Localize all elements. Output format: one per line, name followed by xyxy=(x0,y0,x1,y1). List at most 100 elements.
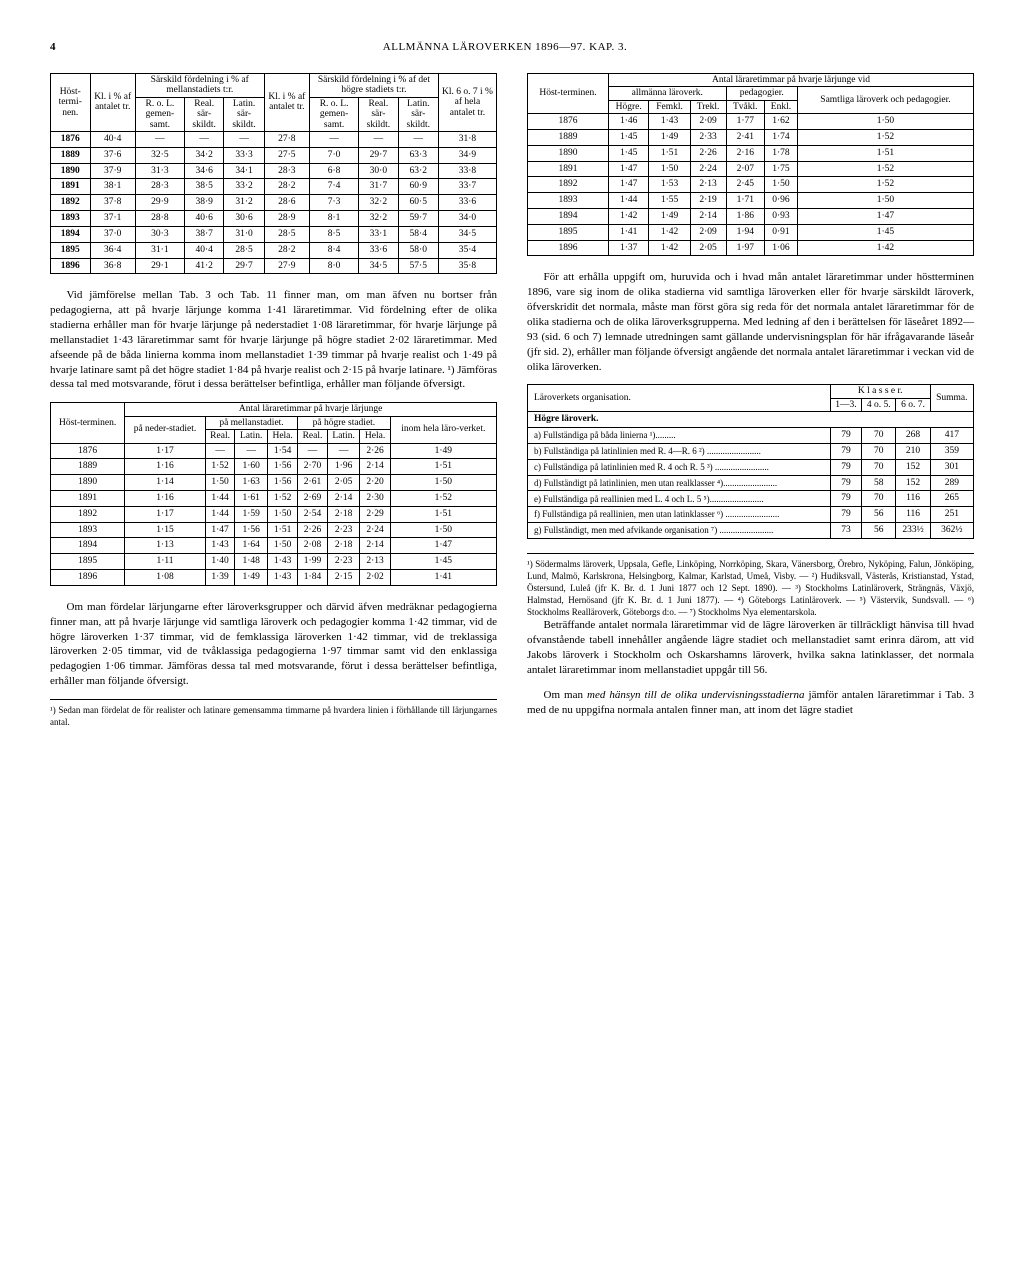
table-cell: 36·4 xyxy=(90,242,135,258)
t1-last: Kl. 6 o. 7 i % af hela antalet tr. xyxy=(438,73,496,131)
table-cell: 1·50 xyxy=(268,506,298,522)
table-cell: 1892 xyxy=(528,177,609,193)
table-cell: 37·9 xyxy=(90,163,135,179)
t4-section: Högre läroverk. xyxy=(528,412,974,428)
table-cell: 1896 xyxy=(528,240,609,256)
table-cell: 417 xyxy=(930,428,973,444)
table-cell: 1891 xyxy=(51,179,91,195)
table-cell: 2·23 xyxy=(327,522,360,538)
table-cell: 40·6 xyxy=(184,211,223,227)
table-cell: 7·3 xyxy=(310,195,359,211)
table-cell: 1889 xyxy=(51,459,125,475)
table-cell: 2·09 xyxy=(690,114,726,130)
table-cell: 2·18 xyxy=(327,538,360,554)
table-cell: f) Fullständiga på reallinien, men utan … xyxy=(528,507,831,523)
table-cell: c) Fullständiga på latinlinien med R. 4 … xyxy=(528,459,831,475)
table-cell: 2·54 xyxy=(298,506,328,522)
t3-g1a: Högre. xyxy=(608,100,648,113)
table-cell: 1·52 xyxy=(797,129,973,145)
table-cell: 58·0 xyxy=(398,242,438,258)
table-cell: 1895 xyxy=(51,554,125,570)
table-cell: 40·4 xyxy=(184,242,223,258)
table-cell: 35·8 xyxy=(438,258,496,274)
t3-g2a: Tvåkl. xyxy=(726,100,764,113)
table-cell: 56 xyxy=(862,522,896,538)
table-cell: 1·45 xyxy=(608,145,648,161)
table-cell: 29·7 xyxy=(359,147,398,163)
table-cell: 1895 xyxy=(528,224,609,240)
table-cell: 359 xyxy=(930,443,973,459)
table-cell: 32·5 xyxy=(135,147,184,163)
para5-b: med hänsyn till de olika undervisningsst… xyxy=(587,689,805,701)
table-cell: — xyxy=(359,132,398,148)
table-cell: 1·52 xyxy=(797,161,973,177)
table-cell: 7·0 xyxy=(310,147,359,163)
t2-g1b: Latin. xyxy=(235,430,268,443)
table-cell: 1·54 xyxy=(268,443,298,459)
table-cell: 1893 xyxy=(528,193,609,209)
table-cell: 30·3 xyxy=(135,226,184,242)
table-cell: 1·86 xyxy=(726,209,764,225)
table-cell: 1·51 xyxy=(268,522,298,538)
table-cell: 1896 xyxy=(51,258,91,274)
table-cell: 8·0 xyxy=(310,258,359,274)
table-cell: 1·40 xyxy=(205,554,235,570)
t1-g2a: R. o. L. gemen-samt. xyxy=(310,97,359,131)
table-cell: 28·5 xyxy=(264,226,309,242)
table-cell: 1·49 xyxy=(649,129,690,145)
table-cell: 2·18 xyxy=(327,506,360,522)
table-cell: 1889 xyxy=(51,147,91,163)
table-cell: 2·05 xyxy=(690,240,726,256)
table-cell: 36·8 xyxy=(90,258,135,274)
table-cell: 70 xyxy=(862,443,896,459)
table-cell: 1876 xyxy=(51,132,91,148)
table-cell: 0·96 xyxy=(764,193,797,209)
t4-c3: 6 o. 7. xyxy=(896,398,930,411)
table-cell: 40·4 xyxy=(90,132,135,148)
table-cell: 27·8 xyxy=(264,132,309,148)
table-cell: 1·37 xyxy=(608,240,648,256)
table-cell: 33·8 xyxy=(438,163,496,179)
para-4: Beträffande antalet normala läraretimmar… xyxy=(527,618,974,677)
table-cell: 1·15 xyxy=(125,522,206,538)
table-cell: 1·14 xyxy=(125,475,206,491)
table-sarskild-fordelning: Höst-termi-nen. Kl. i % af antalet tr. S… xyxy=(50,73,497,275)
table-cell: 29·9 xyxy=(135,195,184,211)
table-cell: 1·64 xyxy=(235,538,268,554)
table-cell: 32·2 xyxy=(359,195,398,211)
running-head: ALLMÄNNA LÄROVERKEN 1896—97. KAP. 3. xyxy=(56,40,954,55)
table-cell: 1·52 xyxy=(268,491,298,507)
table-cell: 2·70 xyxy=(298,459,328,475)
table-cell: 1·51 xyxy=(797,145,973,161)
table-cell: 2·24 xyxy=(690,161,726,177)
table-cell: 2·15 xyxy=(327,570,360,586)
table-cell: 37·0 xyxy=(90,226,135,242)
table-larjunge-timmar: Höst-terminen. Antal läraretimmar på hva… xyxy=(50,402,497,586)
table-cell: 1·50 xyxy=(649,161,690,177)
table-cell: 1·47 xyxy=(608,177,648,193)
table-cell: 63·3 xyxy=(398,147,438,163)
t2-g1: på mellanstadiet. xyxy=(205,416,297,429)
table-cell: 1·43 xyxy=(649,114,690,130)
table-cell: e) Fullständiga på reallinien med L. 4 o… xyxy=(528,491,831,507)
table-cell: 1·17 xyxy=(125,443,206,459)
table-cell: 79 xyxy=(830,459,861,475)
table-cell: 289 xyxy=(930,475,973,491)
table-cell: 1·49 xyxy=(649,209,690,225)
t2-g2a: Real. xyxy=(298,430,328,443)
table-cell: 1·74 xyxy=(764,129,797,145)
t4-sum: Summa. xyxy=(930,385,973,412)
table-cell: 33·1 xyxy=(359,226,398,242)
table-cell: 37·8 xyxy=(90,195,135,211)
page-header: 4 ALLMÄNNA LÄROVERKEN 1896—97. KAP. 3. xyxy=(50,40,974,55)
para-2: Om man fördelar lärjungarne efter lärove… xyxy=(50,600,497,689)
table-cell: 1·48 xyxy=(235,554,268,570)
table-cell: 1·60 xyxy=(235,459,268,475)
table-cell: b) Fullständiga på latinlinien med R. 4—… xyxy=(528,443,831,459)
table-cell: 33·3 xyxy=(224,147,264,163)
table-cell: 1·16 xyxy=(125,491,206,507)
table-cell: 37·6 xyxy=(90,147,135,163)
table-cell: 2·16 xyxy=(726,145,764,161)
table-cell: 1·50 xyxy=(764,177,797,193)
table-cell: 1·39 xyxy=(205,570,235,586)
